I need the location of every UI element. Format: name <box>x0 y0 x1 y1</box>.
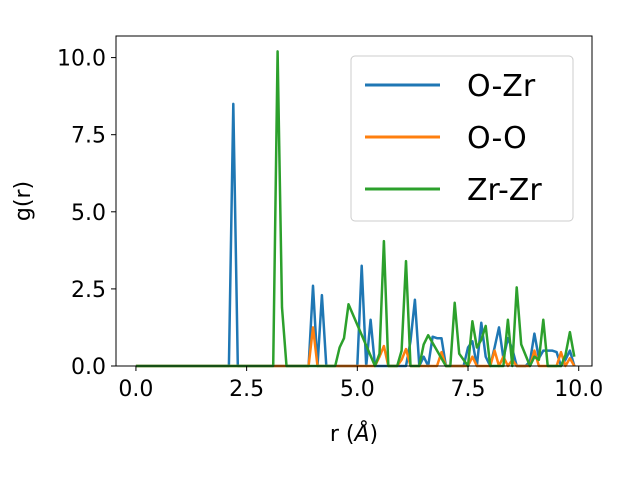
y-tick-label: 0.0 <box>71 355 106 380</box>
x-tick-label: 0.0 <box>118 377 153 402</box>
x-axis-title-symbol: Å <box>352 420 369 447</box>
x-tick-label: 7.5 <box>451 377 486 402</box>
y-tick-label: 7.5 <box>71 124 106 149</box>
legend-box <box>350 55 574 222</box>
legend-label-0: O-Zr <box>467 69 536 104</box>
y-axis-title: g(r) <box>11 181 36 221</box>
legend-label-2: Zr-Zr <box>467 173 542 208</box>
y-tick-label: 5.0 <box>71 201 106 226</box>
y-axis: 0.0 2.5 5.0 7.5 10.0 <box>57 47 116 380</box>
legend-label-1: O-O <box>467 121 527 156</box>
x-tick-label: 2.5 <box>229 377 264 402</box>
x-axis-title-prefix: r ( <box>330 422 355 447</box>
x-axis-title: r (Å) <box>330 420 378 447</box>
y-tick-label: 10.0 <box>57 47 106 72</box>
x-tick-label: 10.0 <box>554 377 603 402</box>
x-axis-title-suffix: ) <box>370 422 379 447</box>
x-tick-label: 5.0 <box>340 377 375 402</box>
series-line-2 <box>135 50 576 368</box>
y-tick-label: 2.5 <box>71 278 106 303</box>
legend: O-Zr O-O Zr-Zr <box>350 55 574 222</box>
plot-frame <box>115 35 593 367</box>
x-axis: 0.0 2.5 5.0 7.5 10.0 <box>118 366 603 402</box>
